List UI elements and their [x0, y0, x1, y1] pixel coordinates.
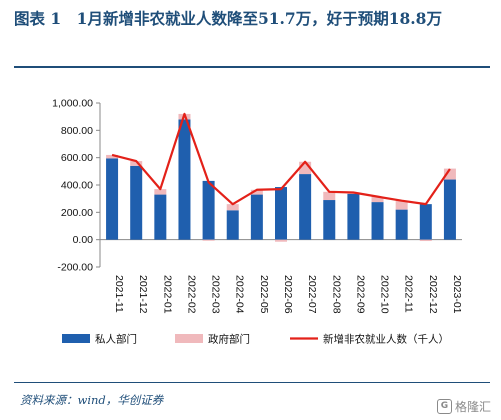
bar-private — [250, 194, 263, 240]
watermark-text: 格隆汇 — [454, 400, 491, 414]
legend-swatch-private — [62, 334, 90, 343]
chart: 1,000.00 800.00 600.00 400.00 200.00 0.00 -200… — [52, 98, 463, 346]
y-tick-label: 400.00 — [61, 180, 93, 192]
source-divider — [14, 382, 490, 383]
bar-government — [250, 189, 263, 195]
g-logo-icon: G — [436, 399, 452, 414]
y-tick-label: 1,000.00 — [52, 98, 93, 110]
bar-government — [275, 239, 287, 242]
watermark: G 格隆汇 — [432, 397, 495, 416]
bar-government — [323, 191, 336, 201]
x-tick-label: 2022-01 — [161, 275, 173, 314]
bar-private — [154, 194, 167, 240]
bar-private — [299, 174, 312, 240]
figure-title: 图表 1 1月新增非农就业人数降至51.7万，好于预期18.8万 — [14, 9, 442, 28]
x-tick-label: 2022-07 — [306, 275, 318, 314]
x-tick-label: 2022-02 — [185, 275, 197, 314]
legend-label-government: 政府部门 — [208, 333, 250, 346]
y-tick-label: 600.00 — [61, 152, 93, 164]
bar-private — [347, 193, 360, 240]
y-tick-label: 0.00 — [73, 234, 94, 246]
x-tick-label: 2021-11 — [113, 275, 125, 313]
y-tick-label: -200.00 — [57, 262, 93, 274]
title-divider — [14, 66, 490, 68]
bar-government — [371, 196, 384, 203]
bar-private — [371, 202, 384, 240]
x-tick-label: 2022-05 — [258, 275, 270, 314]
legend-label-private: 私人部门 — [95, 333, 137, 346]
bar-private — [130, 165, 143, 240]
bar-government — [154, 189, 167, 195]
bar-private — [275, 187, 287, 240]
bar-private — [226, 210, 239, 240]
source-note: 资料来源：wind，华创证券 — [20, 393, 164, 407]
bar-private — [202, 180, 215, 240]
bar-government — [419, 239, 432, 242]
bar-private — [323, 200, 336, 240]
x-tick-label: 2022-12 — [427, 275, 439, 314]
bar-government — [106, 154, 119, 159]
x-tick-label: 2022-11 — [403, 275, 415, 313]
bar-government — [395, 200, 408, 210]
series-line-total — [111, 112, 451, 206]
x-tick-label: 2022-03 — [210, 275, 222, 314]
x-tick-label: 2022-04 — [234, 275, 246, 314]
x-tick-label: 2023-01 — [451, 275, 463, 314]
legend-label-line: 新增非农就业人数（千人） — [323, 333, 449, 346]
y-tick-label: 800.00 — [61, 125, 93, 137]
bar-government — [443, 168, 456, 180]
bar-private — [395, 209, 408, 240]
bar-private — [419, 204, 432, 240]
bar-private — [106, 158, 119, 240]
x-tick-label: 2022-08 — [330, 275, 342, 314]
bar-private — [178, 119, 191, 240]
bar-government — [226, 204, 239, 211]
x-tick-label: 2022-09 — [354, 275, 366, 314]
bar-private — [443, 179, 456, 240]
x-tick-label: 2022-10 — [379, 275, 391, 314]
y-tick-label: 200.00 — [61, 207, 93, 219]
x-tick-label: 2022-06 — [282, 275, 294, 314]
bar-government — [202, 239, 215, 241]
legend-swatch-government — [175, 334, 203, 343]
x-tick-label: 2021-12 — [137, 275, 149, 314]
bar-government — [130, 161, 143, 166]
